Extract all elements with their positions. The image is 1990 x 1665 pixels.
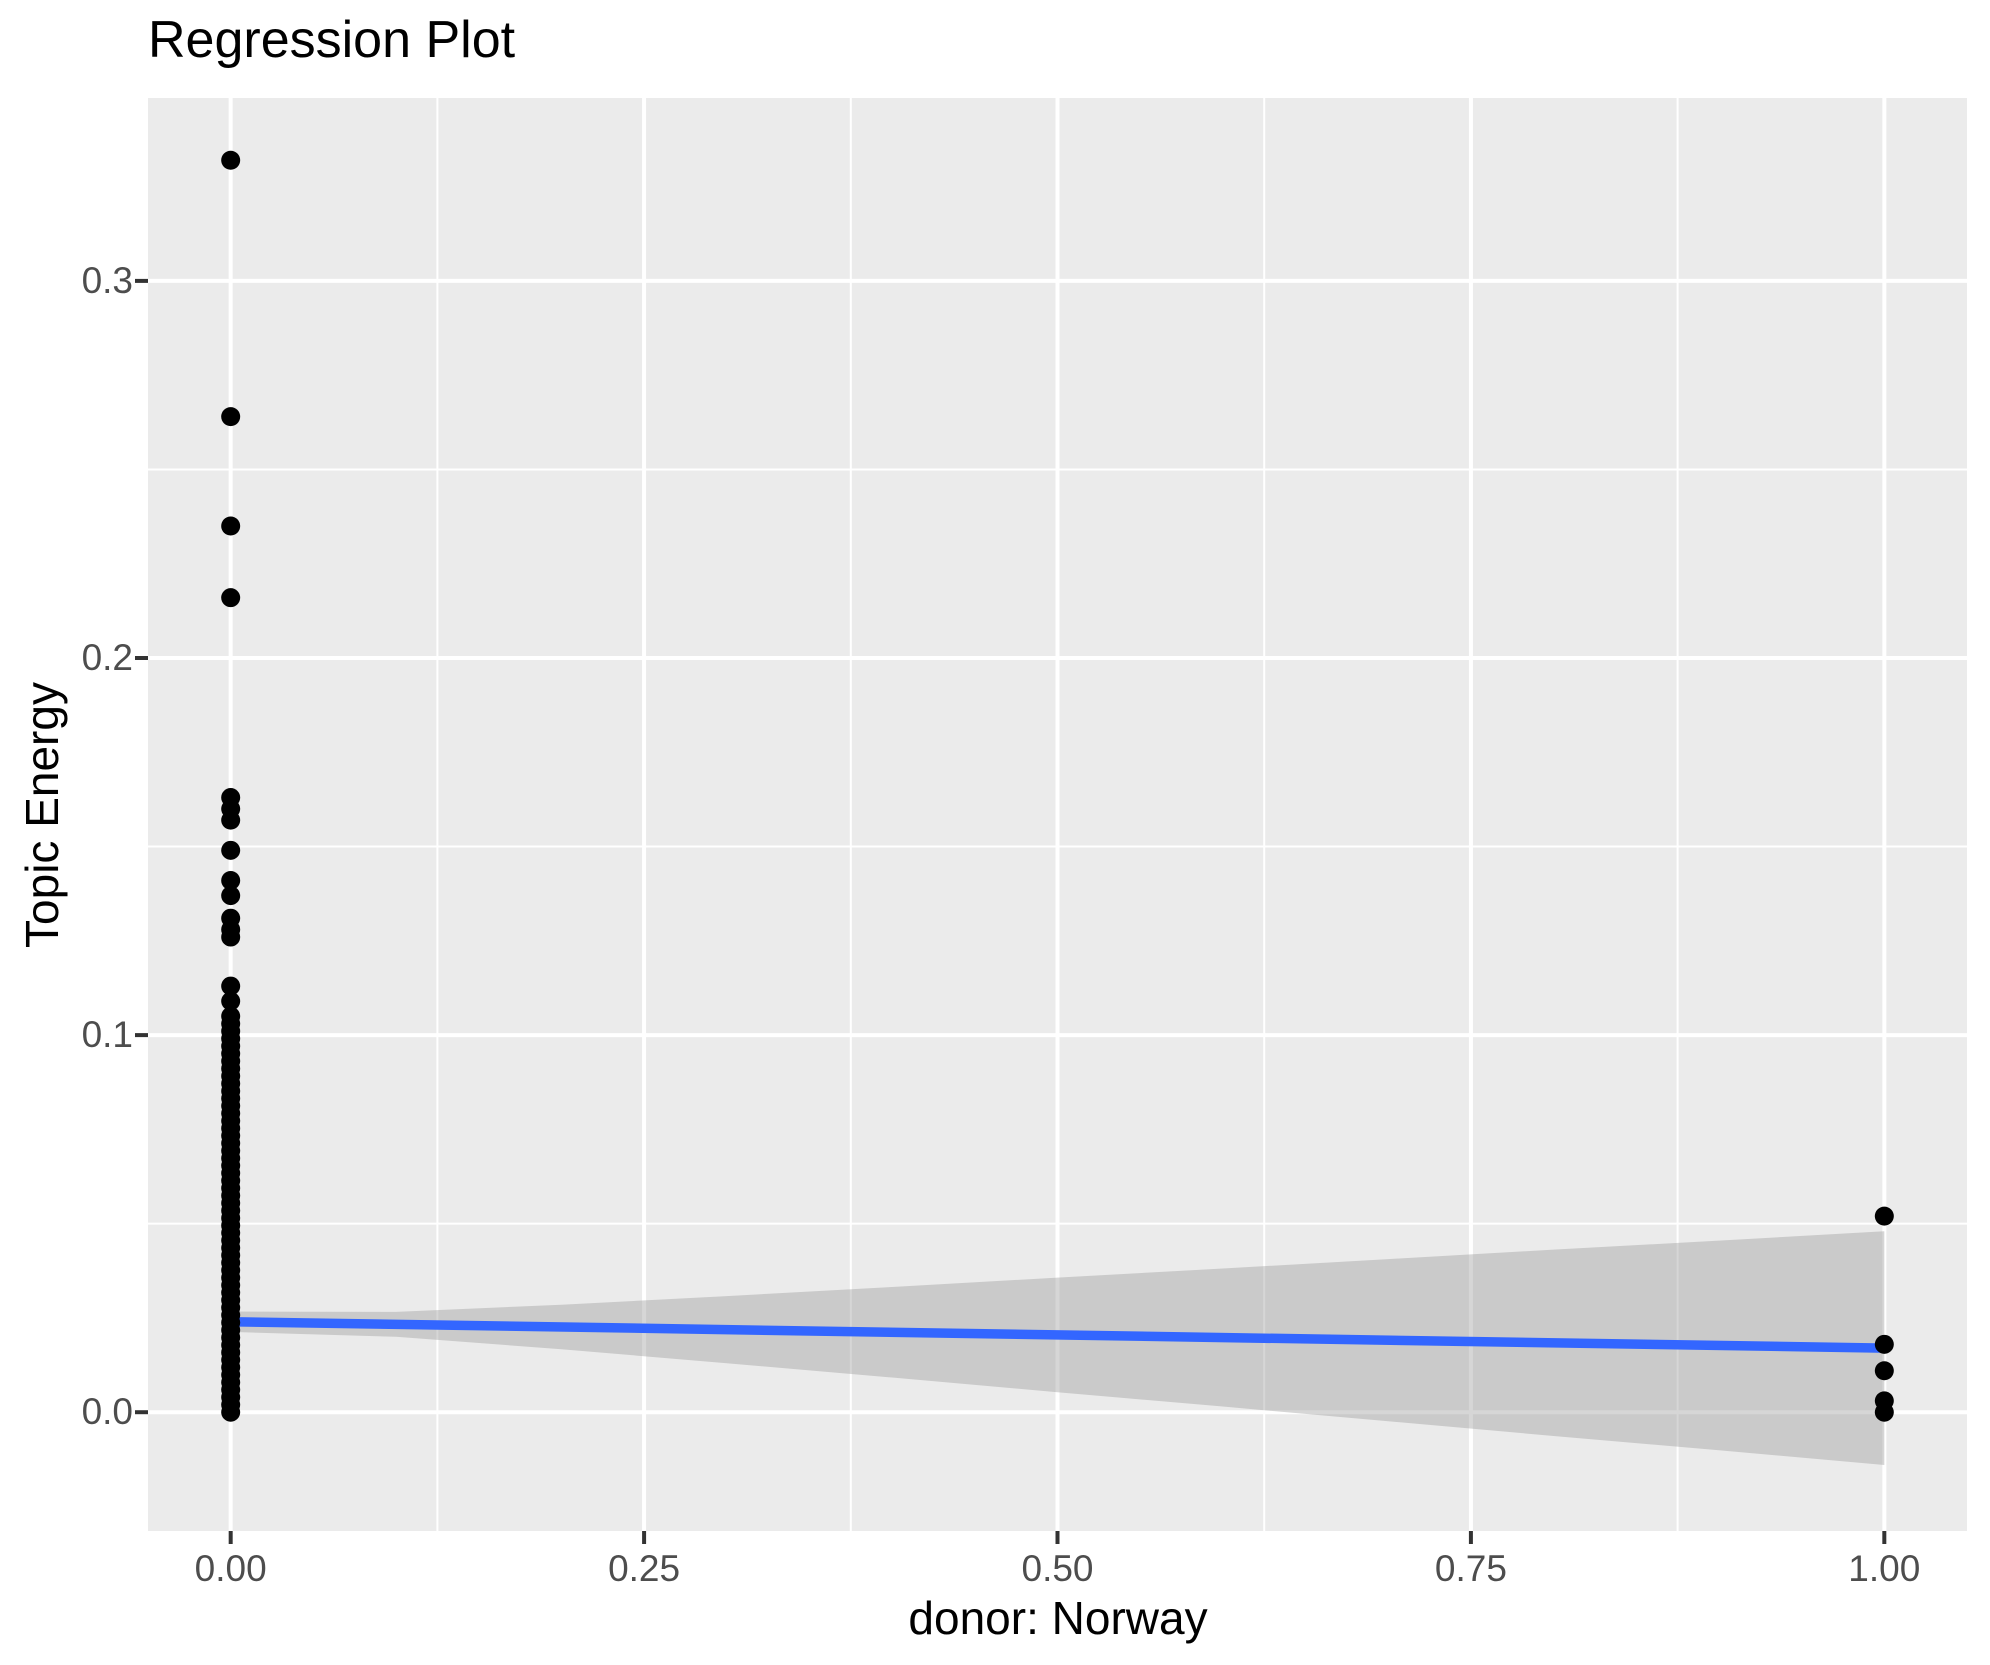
x-tick-label: 0.75	[1434, 1548, 1507, 1589]
regression-line	[230, 1316, 1885, 1353]
data-point	[1874, 1402, 1894, 1422]
y-tick-label: 0.3	[81, 259, 133, 301]
data-point	[221, 588, 241, 608]
data-point	[221, 870, 241, 890]
data-point	[221, 407, 241, 427]
y-tick-label: 0.0	[81, 1391, 133, 1433]
data-point	[221, 927, 241, 947]
x-tick-label: 0.25	[608, 1548, 681, 1589]
data-point	[221, 840, 241, 860]
data-point	[1874, 1206, 1894, 1226]
data-point	[221, 810, 241, 830]
data-point	[221, 1006, 241, 1026]
y-axis-title: Topic Energy	[16, 682, 68, 948]
x-tick-label: 1.00	[1848, 1548, 1921, 1589]
x-axis-title: donor: Norway	[908, 1592, 1208, 1644]
data-point	[221, 976, 241, 996]
y-tick-label: 0.2	[81, 637, 133, 678]
data-point	[221, 516, 241, 536]
data-point	[1874, 1361, 1894, 1381]
confidence-band	[230, 1231, 1885, 1466]
data-point	[1874, 1334, 1894, 1354]
x-tick-label: 0.00	[194, 1548, 267, 1589]
data-point	[221, 886, 241, 906]
data-point	[221, 991, 241, 1011]
x-tick-label: 0.50	[1021, 1548, 1094, 1589]
plot-title: Regression Plot	[148, 11, 516, 69]
y-tick-label: 0.1	[81, 1014, 133, 1056]
data-point	[221, 150, 241, 170]
